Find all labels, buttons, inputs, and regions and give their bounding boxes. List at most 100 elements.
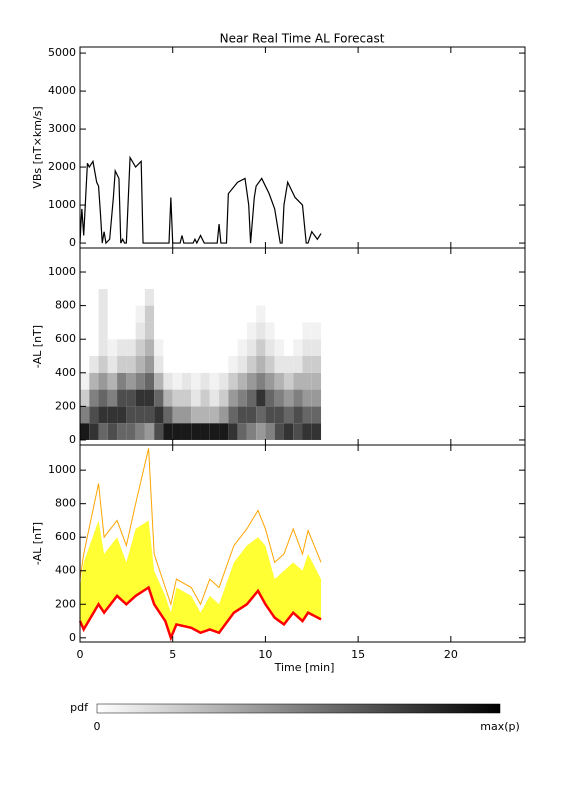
colorbar-label: pdf	[70, 701, 89, 714]
heat-cell	[154, 305, 164, 323]
x-axis-label: Time [min]	[274, 661, 335, 674]
heat-cell	[228, 288, 238, 306]
heat-cell	[246, 305, 257, 323]
heat-cell	[200, 339, 210, 356]
heat-cell	[265, 406, 275, 424]
heat-cell	[172, 288, 182, 306]
heat-cell	[191, 339, 201, 356]
heat-cell	[246, 389, 257, 407]
heat-cell	[228, 389, 238, 407]
heat-cell	[219, 372, 229, 390]
heat-cell	[98, 406, 108, 424]
heat-cell	[98, 339, 108, 356]
heat-cell	[293, 322, 303, 340]
heat-cell	[181, 322, 192, 340]
heat-cell	[172, 339, 182, 356]
plot-frame	[79, 46, 526, 249]
heat-cell	[265, 339, 275, 356]
heat-cell	[219, 355, 229, 373]
heat-cell	[209, 355, 220, 373]
heat-cell	[154, 322, 164, 340]
heat-cell	[135, 423, 145, 440]
heat-cell	[274, 423, 284, 440]
heat-cell	[302, 288, 312, 306]
heat-cell	[228, 305, 238, 323]
heat-cell	[154, 423, 164, 440]
heat-cell	[98, 272, 108, 289]
heat-cell	[209, 288, 220, 306]
x-tick-label: 10	[258, 648, 272, 661]
heat-cell	[246, 322, 257, 340]
heat-cell	[246, 372, 257, 390]
heat-cell	[172, 272, 182, 289]
colorbar-min: 0	[94, 720, 101, 733]
heat-cell	[302, 272, 312, 289]
heat-cell	[154, 339, 164, 356]
y-axis-label: VBs [nT×km/s]	[31, 106, 44, 188]
heat-cell	[228, 355, 238, 373]
y-tick-label: 5000	[48, 46, 76, 59]
heat-cell	[98, 389, 108, 407]
heat-cell	[228, 423, 238, 440]
heat-cell	[246, 423, 257, 440]
heat-cell	[80, 355, 90, 373]
heat-cell	[274, 406, 284, 424]
heat-cell	[89, 372, 99, 390]
heat-cell	[274, 322, 284, 340]
heat-cell	[265, 322, 275, 340]
heat-cell	[311, 355, 322, 373]
y-tick-label: 800	[55, 299, 76, 312]
heat-cell	[89, 355, 99, 373]
heat-cell	[117, 355, 127, 373]
heat-cell	[117, 372, 127, 390]
heat-cell	[135, 272, 145, 289]
heat-cell	[126, 305, 136, 323]
heat-cell	[265, 305, 275, 323]
heat-cell	[246, 406, 257, 424]
heat-cell	[172, 372, 182, 390]
heat-cell	[311, 288, 322, 306]
heat-cell	[98, 288, 108, 306]
heat-cell	[135, 389, 145, 407]
heat-cell	[126, 322, 136, 340]
heat-cell	[219, 288, 229, 306]
y-tick-label: 3000	[48, 122, 76, 135]
heat-cell	[256, 423, 266, 440]
heat-cell	[237, 355, 247, 373]
heat-cell	[135, 339, 145, 356]
heat-cell	[126, 372, 136, 390]
heat-cell	[80, 423, 90, 440]
heat-cell	[89, 406, 99, 424]
heat-cell	[200, 305, 210, 323]
y-tick-label: 600	[55, 332, 76, 345]
heat-cell	[200, 288, 210, 306]
heat-cell	[154, 272, 164, 289]
y-tick-label: 0	[69, 236, 76, 249]
heat-cell	[191, 322, 201, 340]
heat-cell	[237, 272, 247, 289]
y-tick-label: 800	[55, 497, 76, 510]
heat-cell	[154, 355, 164, 373]
heat-cell	[302, 355, 312, 373]
heat-cell	[219, 389, 229, 407]
heat-cell	[163, 288, 173, 306]
heat-cell	[80, 389, 90, 407]
heat-cell	[293, 355, 303, 373]
heat-cell	[80, 322, 90, 340]
heat-cell	[311, 272, 322, 289]
y-tick-label: 4000	[48, 84, 76, 97]
heat-cell	[80, 272, 90, 289]
heat-cell	[191, 272, 201, 289]
heat-cell	[219, 406, 229, 424]
heat-cell	[311, 423, 322, 440]
heat-cell	[311, 339, 322, 356]
heat-cell	[117, 322, 127, 340]
heat-cell	[154, 372, 164, 390]
heat-cell	[89, 339, 99, 356]
heat-cell	[80, 339, 90, 356]
heat-cell	[172, 389, 182, 407]
heat-cell	[293, 288, 303, 306]
heat-cell	[126, 272, 136, 289]
heat-cell	[237, 339, 247, 356]
heat-cell	[89, 322, 99, 340]
